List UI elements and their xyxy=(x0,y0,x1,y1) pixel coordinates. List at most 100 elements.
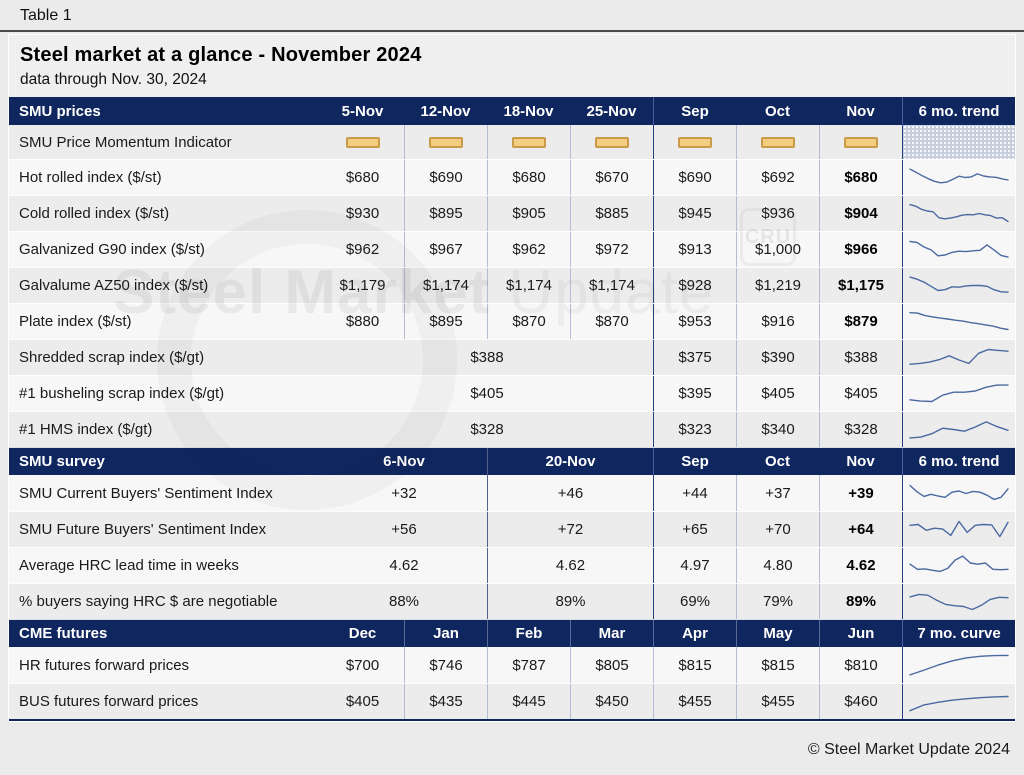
price-value: $680 xyxy=(819,160,902,195)
survey-biweekly-value: +72 xyxy=(487,512,653,547)
trend-sparkline xyxy=(909,520,1009,538)
survey-biweekly-value: +56 xyxy=(391,521,417,538)
survey-month-value: 4.97 xyxy=(653,548,736,583)
prices-col-header: 18-Nov xyxy=(503,102,554,120)
scrap-month-value: $340 xyxy=(736,412,819,447)
survey-trend-cell xyxy=(902,584,1015,619)
price-value: $885 xyxy=(570,196,653,231)
scrap-row: Shredded scrap index ($/gt) $388 $375 $390 $… xyxy=(9,339,1015,375)
price-row: Cold rolled index ($/st) $930 $895 $905 $885… xyxy=(9,195,1015,231)
momentum-cell xyxy=(404,125,487,159)
scrap-row: #1 HMS index ($/gt) $328 $323 $340 $328 xyxy=(9,411,1015,447)
trend-sparkline xyxy=(909,311,1009,331)
price-trend-cell xyxy=(902,268,1015,303)
survey-month-value: 69% xyxy=(653,584,736,619)
price-value: $680 xyxy=(345,169,380,186)
price-row: Hot rolled index ($/st) $680 $690 $680 $670 $… xyxy=(9,159,1015,195)
momentum-cell xyxy=(321,125,404,159)
survey-trend-cell xyxy=(902,475,1015,511)
futures-col-header: Mar xyxy=(570,620,653,647)
price-row-label: Galvanized G90 index ($/st) xyxy=(19,241,205,258)
price-trend-cell xyxy=(902,232,1015,267)
futures-curve-cell xyxy=(902,684,1015,719)
trend-sparkline xyxy=(909,240,1009,258)
scrap-month-value: $395 xyxy=(653,376,736,411)
trend-sparkline xyxy=(909,654,1009,676)
momentum-neutral-indicator xyxy=(345,136,380,148)
survey-month-value: +65 xyxy=(653,512,736,547)
momentum-cell xyxy=(653,125,736,159)
price-value: $870 xyxy=(487,304,570,339)
scrap-month-value: $405 xyxy=(736,376,819,411)
scrap-row: #1 busheling scrap index ($/gt) $405 $395 $… xyxy=(9,375,1015,411)
price-value: $904 xyxy=(819,196,902,231)
survey-month-value: +70 xyxy=(736,512,819,547)
prices-col-header: 12-Nov xyxy=(420,102,471,120)
futures-row-label: BUS futures forward prices xyxy=(19,693,199,710)
price-value: $928 xyxy=(653,268,736,303)
price-row: Galvanized G90 index ($/st) $962 $967 $962 $… xyxy=(9,231,1015,267)
copyright-notice: © Steel Market Update 2024 xyxy=(807,741,1010,758)
prices-col-header: Sep xyxy=(653,97,736,125)
trend-sparkline xyxy=(909,348,1009,365)
prices-col-header: 5-Nov xyxy=(341,102,384,120)
price-value: $953 xyxy=(653,304,736,339)
scrap-row-label: #1 HMS index ($/gt) xyxy=(19,421,153,438)
scrap-month-value: $390 xyxy=(736,340,819,375)
trend-sparkline xyxy=(909,203,1009,223)
trend-sparkline xyxy=(909,276,1009,293)
scrap-weekly-value: $405 xyxy=(470,385,504,402)
futures-value: $435 xyxy=(404,684,487,719)
caption-divider xyxy=(0,30,1024,32)
futures-header-row: CME futures Dec Jan Feb Mar Apr May Jun 7 mo. cu… xyxy=(9,619,1015,647)
survey-trend-cell xyxy=(902,512,1015,547)
futures-value: $700 xyxy=(345,656,380,674)
price-value: $916 xyxy=(736,304,819,339)
survey-row: Average HRC lead time in weeks 4.62 4.62 4.… xyxy=(9,547,1015,583)
trend-sparkline xyxy=(909,484,1009,500)
futures-value: $460 xyxy=(819,684,902,719)
futures-value: $455 xyxy=(653,684,736,719)
momentum-cell xyxy=(570,125,653,159)
futures-value: $746 xyxy=(404,647,487,683)
futures-col-header: Feb xyxy=(487,620,570,647)
momentum-trend-cell xyxy=(902,125,1015,159)
momentum-row: SMU Price Momentum Indicator xyxy=(9,125,1015,159)
trend-sparkline xyxy=(909,695,1009,712)
price-value: $966 xyxy=(819,232,902,267)
survey-biweekly-value: 89% xyxy=(487,584,653,619)
survey-col-header: Sep xyxy=(653,448,736,475)
price-value: $1,179 xyxy=(339,277,386,294)
survey-month-value: 4.80 xyxy=(736,548,819,583)
table-caption: Table 1 xyxy=(20,7,72,24)
price-trend-cell xyxy=(902,196,1015,231)
price-value: $905 xyxy=(487,196,570,231)
survey-row: % buyers saying HRC $ are negotiable 88% 8… xyxy=(9,583,1015,619)
price-value: $945 xyxy=(653,196,736,231)
survey-col-header: Nov xyxy=(846,453,875,470)
survey-biweekly-value: 88% xyxy=(388,593,420,610)
futures-curve-cell xyxy=(902,647,1015,683)
survey-biweekly-value: +32 xyxy=(391,484,417,502)
price-value: $690 xyxy=(653,160,736,195)
trend-sparkline xyxy=(909,593,1009,611)
price-value: $1,219 xyxy=(736,268,819,303)
price-row-label: Galvalume AZ50 index ($/st) xyxy=(19,277,209,294)
futures-col-header: May xyxy=(736,620,819,647)
price-value: $1,000 xyxy=(736,232,819,267)
steel-market-table: SMU prices 5-Nov 12-Nov 18-Nov 25-Nov Sep Oct N… xyxy=(9,97,1015,721)
futures-value: $455 xyxy=(736,684,819,719)
price-value: $967 xyxy=(404,232,487,267)
survey-month-value: +37 xyxy=(736,475,819,511)
futures-row: BUS futures forward prices $405 $435 $445 $4… xyxy=(9,683,1015,719)
survey-trend-header: 6 mo. trend xyxy=(902,448,1015,475)
scrap-month-value: $405 xyxy=(819,376,902,411)
momentum-cell xyxy=(736,125,819,159)
survey-biweekly-value: 4.62 xyxy=(389,557,419,574)
survey-row-label: Average HRC lead time in weeks xyxy=(19,557,239,574)
survey-trend-cell xyxy=(902,548,1015,583)
prices-col-header: Oct xyxy=(764,102,790,120)
scrap-weekly-value: $328 xyxy=(470,421,504,438)
section-title-prices: SMU prices xyxy=(19,102,101,120)
